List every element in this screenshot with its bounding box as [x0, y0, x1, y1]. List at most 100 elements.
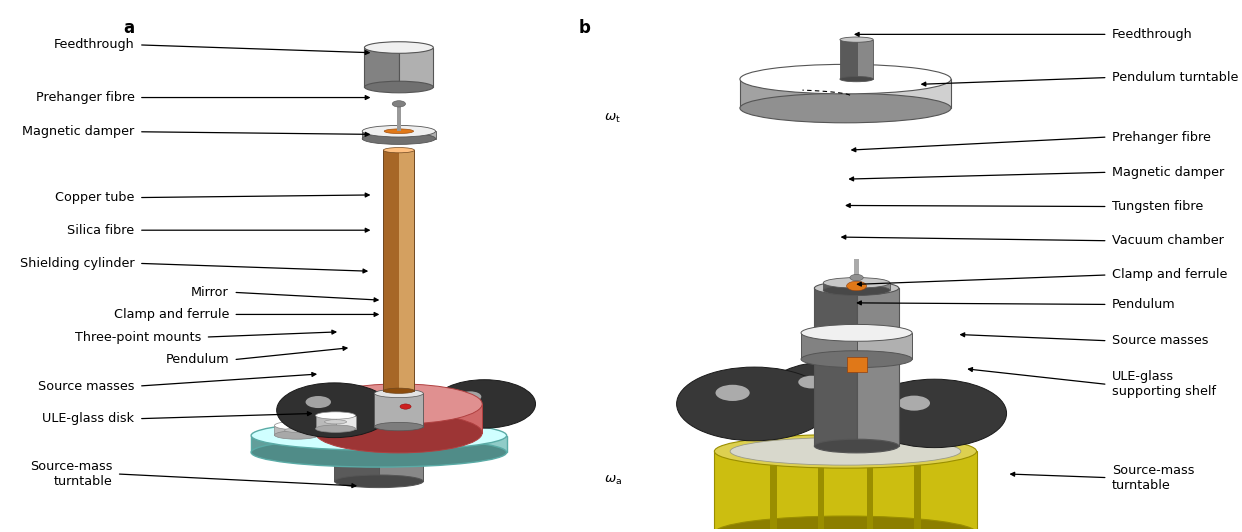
Ellipse shape: [363, 133, 436, 144]
FancyArrowPatch shape: [142, 263, 366, 273]
Polygon shape: [857, 333, 912, 359]
Polygon shape: [714, 451, 976, 532]
Circle shape: [862, 379, 1006, 447]
Circle shape: [850, 275, 863, 281]
Text: Copper tube: Copper tube: [55, 191, 134, 204]
FancyArrowPatch shape: [850, 172, 1105, 181]
Ellipse shape: [324, 420, 347, 424]
Polygon shape: [847, 356, 867, 372]
Ellipse shape: [801, 351, 912, 368]
Polygon shape: [384, 150, 399, 391]
Polygon shape: [854, 259, 858, 278]
Ellipse shape: [363, 126, 436, 137]
Ellipse shape: [334, 446, 424, 459]
Text: Magnetic damper: Magnetic damper: [1112, 166, 1225, 179]
Ellipse shape: [840, 37, 873, 42]
Ellipse shape: [384, 147, 415, 153]
Polygon shape: [857, 283, 891, 290]
Polygon shape: [334, 452, 379, 481]
Polygon shape: [867, 454, 873, 530]
FancyArrowPatch shape: [142, 193, 369, 197]
Ellipse shape: [740, 93, 951, 123]
FancyArrowPatch shape: [142, 372, 315, 386]
Text: $\omega_\mathrm{t}$: $\omega_\mathrm{t}$: [605, 112, 621, 125]
Ellipse shape: [840, 77, 873, 82]
FancyArrowPatch shape: [142, 132, 369, 136]
Circle shape: [715, 385, 750, 401]
Polygon shape: [740, 79, 846, 108]
Ellipse shape: [251, 421, 507, 450]
Polygon shape: [315, 404, 482, 433]
FancyArrowPatch shape: [846, 204, 1105, 207]
Text: Mirror: Mirror: [191, 286, 229, 299]
Ellipse shape: [315, 384, 482, 424]
Ellipse shape: [374, 422, 424, 431]
Polygon shape: [379, 452, 424, 481]
FancyArrowPatch shape: [961, 333, 1105, 340]
Ellipse shape: [801, 325, 912, 342]
Ellipse shape: [424, 431, 468, 439]
Circle shape: [400, 404, 411, 409]
Polygon shape: [251, 436, 379, 452]
FancyArrowPatch shape: [142, 45, 369, 54]
Polygon shape: [396, 104, 401, 131]
FancyArrowPatch shape: [842, 235, 1105, 240]
Polygon shape: [274, 426, 297, 435]
Text: ULE-glass
supporting shelf: ULE-glass supporting shelf: [1112, 370, 1216, 398]
Ellipse shape: [740, 64, 951, 94]
FancyArrowPatch shape: [969, 368, 1105, 384]
FancyArrowPatch shape: [119, 474, 355, 488]
Polygon shape: [815, 288, 857, 446]
Polygon shape: [914, 454, 922, 530]
Text: Tungsten fibre: Tungsten fibre: [1112, 200, 1203, 213]
Ellipse shape: [433, 428, 458, 433]
Text: Feedthrough: Feedthrough: [53, 38, 134, 52]
Ellipse shape: [823, 285, 891, 295]
FancyArrowPatch shape: [236, 293, 378, 302]
Ellipse shape: [364, 41, 433, 53]
Text: Pendulum: Pendulum: [1112, 298, 1176, 311]
Ellipse shape: [274, 431, 319, 439]
Ellipse shape: [315, 412, 355, 419]
Polygon shape: [857, 39, 873, 79]
Text: Vacuum chamber: Vacuum chamber: [1112, 234, 1223, 247]
Text: Clamp and ferrule: Clamp and ferrule: [1112, 269, 1227, 281]
Circle shape: [677, 367, 832, 441]
Text: Source masses: Source masses: [39, 379, 134, 393]
Polygon shape: [846, 79, 951, 108]
Ellipse shape: [730, 437, 961, 465]
Text: Pendulum turntable: Pendulum turntable: [1112, 71, 1238, 84]
Ellipse shape: [274, 421, 319, 430]
Ellipse shape: [714, 516, 976, 532]
Ellipse shape: [334, 475, 424, 488]
Ellipse shape: [424, 421, 468, 430]
Polygon shape: [801, 333, 857, 359]
FancyArrowPatch shape: [209, 330, 335, 337]
Text: Clamp and ferrule: Clamp and ferrule: [113, 308, 229, 321]
Polygon shape: [399, 47, 433, 87]
Circle shape: [433, 380, 535, 428]
Text: Feedthrough: Feedthrough: [1112, 28, 1192, 41]
Ellipse shape: [384, 388, 415, 393]
Text: b: b: [579, 19, 591, 37]
FancyArrowPatch shape: [856, 32, 1105, 36]
Circle shape: [306, 396, 330, 408]
Polygon shape: [315, 415, 335, 429]
Ellipse shape: [384, 129, 414, 134]
Polygon shape: [335, 415, 355, 429]
Ellipse shape: [714, 435, 976, 468]
Text: Silica fibre: Silica fibre: [67, 223, 134, 237]
Text: a: a: [123, 19, 134, 37]
Polygon shape: [446, 426, 468, 435]
Circle shape: [898, 396, 930, 411]
FancyArrowPatch shape: [1011, 472, 1105, 478]
Text: ULE-glass disk: ULE-glass disk: [42, 412, 134, 425]
Circle shape: [458, 392, 482, 402]
Polygon shape: [399, 131, 436, 139]
Polygon shape: [857, 288, 899, 446]
Polygon shape: [297, 426, 319, 435]
FancyArrowPatch shape: [142, 228, 369, 232]
Text: $\omega_\mathrm{a}$: $\omega_\mathrm{a}$: [605, 474, 622, 487]
FancyArrowPatch shape: [142, 412, 312, 419]
Ellipse shape: [823, 278, 891, 288]
